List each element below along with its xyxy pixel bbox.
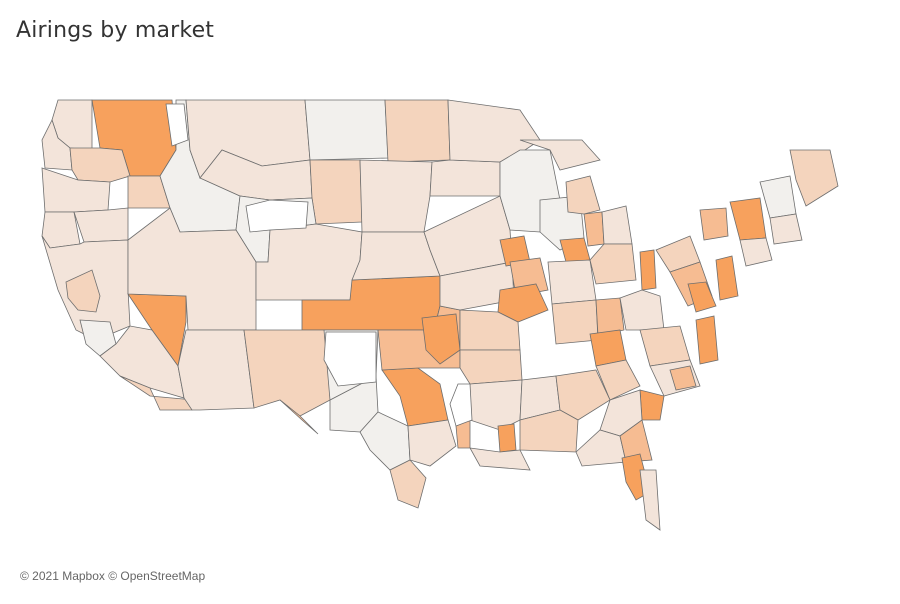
market-region[interactable]: [469, 447, 531, 471]
market-region[interactable]: [619, 419, 653, 463]
market-region[interactable]: [497, 283, 549, 323]
market-region[interactable]: [519, 139, 601, 171]
page-title: Airings by market: [16, 18, 215, 43]
market-region[interactable]: [595, 359, 641, 401]
market-region[interactable]: [439, 261, 515, 311]
market-region[interactable]: [729, 197, 767, 241]
market-region[interactable]: [619, 289, 665, 331]
market-region[interactable]: [565, 175, 601, 215]
market-region[interactable]: [699, 207, 729, 241]
market-region[interactable]: [73, 207, 129, 243]
market-region[interactable]: [177, 329, 255, 411]
market-region[interactable]: [359, 159, 433, 233]
market-region[interactable]: [687, 281, 717, 313]
market-region[interactable]: [789, 149, 839, 207]
market-region[interactable]: [595, 297, 625, 337]
market-region[interactable]: [381, 367, 449, 427]
market-region[interactable]: [639, 325, 691, 367]
market-region[interactable]: [423, 195, 513, 277]
market-region[interactable]: [304, 99, 389, 161]
market-region[interactable]: [384, 99, 451, 163]
market-region[interactable]: [459, 309, 521, 351]
market-region[interactable]: [695, 315, 719, 365]
market-region[interactable]: [279, 399, 319, 435]
market-region[interactable]: [459, 349, 523, 385]
market-region[interactable]: [497, 423, 517, 453]
market-region[interactable]: [255, 223, 363, 301]
market-region[interactable]: [547, 259, 597, 305]
market-region-no-data[interactable]: [165, 103, 189, 147]
market-region[interactable]: [639, 389, 665, 421]
market-region[interactable]: [429, 159, 501, 197]
market-region[interactable]: [65, 269, 101, 313]
market-region[interactable]: [639, 249, 657, 291]
market-region-no-data[interactable]: [449, 383, 473, 427]
market-region[interactable]: [759, 175, 797, 219]
market-region[interactable]: [309, 159, 363, 225]
market-region[interactable]: [739, 237, 773, 267]
market-region[interactable]: [589, 243, 637, 285]
market-region-no-data[interactable]: [245, 199, 309, 233]
market-region[interactable]: [69, 147, 131, 183]
market-region[interactable]: [555, 369, 611, 421]
market-region[interactable]: [559, 237, 591, 263]
market-region-no-data[interactable]: [323, 331, 377, 387]
market-region[interactable]: [519, 409, 579, 453]
market-region[interactable]: [421, 313, 461, 365]
map-attribution: © 2021 Mapbox © OpenStreetMap: [20, 569, 206, 583]
market-region[interactable]: [389, 459, 427, 509]
market-region[interactable]: [769, 213, 803, 245]
market-region[interactable]: [583, 211, 605, 247]
market-region[interactable]: [407, 419, 457, 467]
market-region[interactable]: [575, 429, 627, 467]
market-region[interactable]: [715, 255, 739, 301]
market-region[interactable]: [469, 379, 523, 431]
market-region[interactable]: [41, 211, 81, 249]
market-region[interactable]: [639, 469, 661, 531]
market-region[interactable]: [669, 365, 697, 391]
market-region[interactable]: [601, 205, 633, 245]
market-region[interactable]: [243, 329, 333, 417]
market-region[interactable]: [589, 329, 627, 367]
